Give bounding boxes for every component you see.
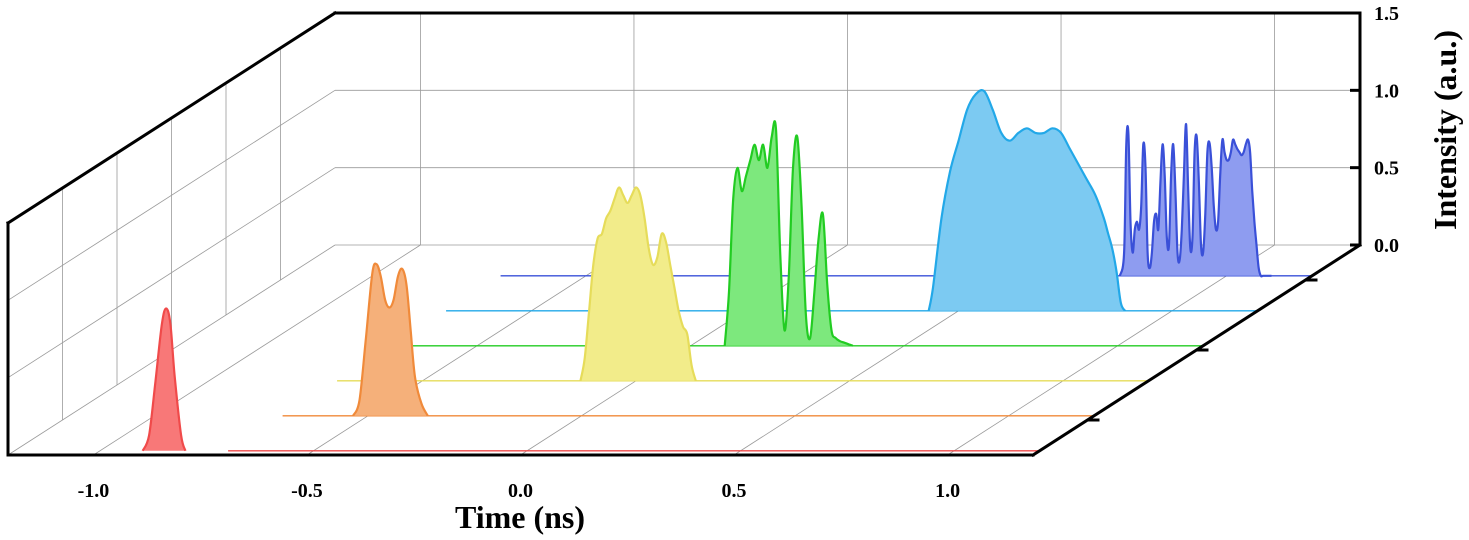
series-line	[927, 89, 1127, 312]
series-line	[579, 186, 697, 382]
z-tick-labels: 0.0 0.5 1.0 1.5	[1374, 3, 1399, 257]
x-tick-label: -0.5	[291, 480, 323, 502]
series-area	[142, 308, 186, 451]
series-area	[928, 90, 1126, 311]
series-line	[1118, 123, 1272, 278]
series-group	[141, 89, 1272, 452]
z-tick-label: 0.0	[1374, 235, 1399, 257]
x-tick-labels: -1.0 -0.5 0.0 0.5 1.0	[78, 480, 961, 502]
z-axis-title: Intensity (a.u.)	[1427, 30, 1463, 230]
series-slice	[927, 89, 1127, 312]
floor-grid	[947, 244, 1275, 456]
frame-edge	[5, 10, 338, 226]
x-axis-title: Time (ns)	[455, 499, 585, 535]
series-slice	[141, 307, 187, 452]
series-slice	[723, 120, 854, 347]
x-tick-label: -1.0	[78, 480, 110, 502]
series-area	[353, 263, 428, 416]
x-tick-label: 1.0	[935, 480, 960, 502]
series-area	[1119, 124, 1272, 277]
floor-grid	[93, 244, 421, 456]
z-tick-label: 0.5	[1374, 158, 1399, 180]
z-tick-label: 1.5	[1374, 3, 1399, 25]
series-area	[580, 187, 696, 381]
z-tick-label: 1.0	[1374, 80, 1399, 102]
floor-grid	[306, 244, 635, 456]
series-line	[141, 307, 187, 452]
box-frame	[5, 10, 1363, 458]
series-area	[724, 121, 853, 346]
series-line	[723, 120, 854, 347]
series-slice	[352, 262, 429, 417]
x-tick-label: 0.0	[508, 480, 533, 502]
series-slice	[1118, 123, 1272, 278]
x-tick-label: 0.5	[722, 480, 747, 502]
series-line	[352, 262, 429, 417]
series-slice	[579, 186, 697, 382]
